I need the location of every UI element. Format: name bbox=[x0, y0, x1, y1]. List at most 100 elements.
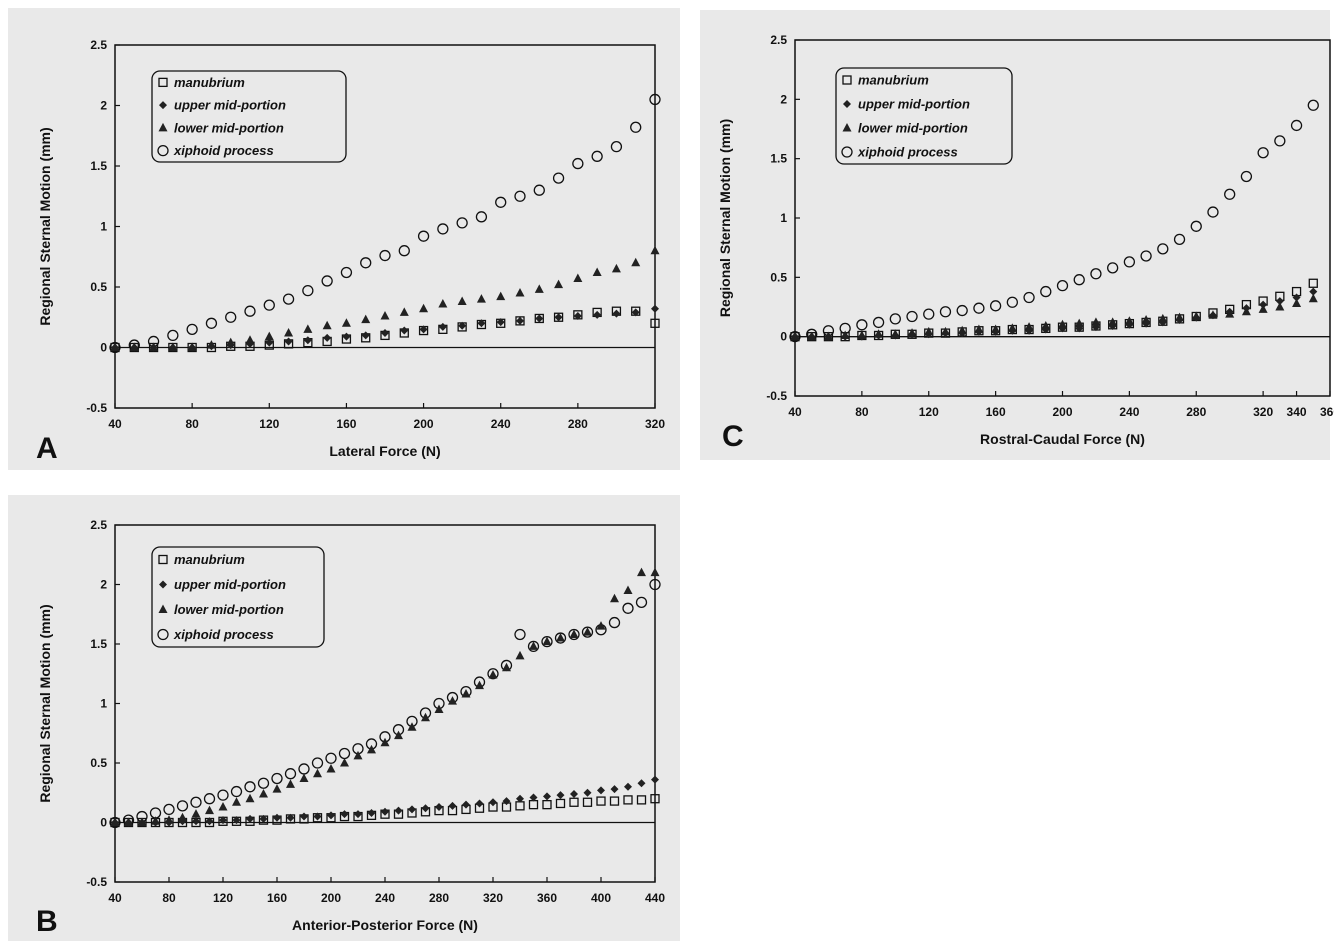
chart-c-point-upper-mid-portion bbox=[1275, 297, 1284, 306]
chart-b-point-upper-mid-portion bbox=[151, 818, 160, 827]
chart-b: -0.5 0 0.5 1 1.5 2 2.5 40 80 120 160 200 240 280 320 36… bbox=[37, 518, 665, 933]
chart-c-point-manubrium bbox=[1308, 278, 1318, 288]
chart-b-point-upper-mid-portion bbox=[192, 817, 200, 826]
chart-a: -0.5 0 0.5 1 1.5 2 2.5 40 80 120 160 200 240 280 320 La… bbox=[37, 38, 665, 459]
chart-c-point-xiphoid-process bbox=[1073, 274, 1085, 286]
chart-a-point-xiphoid-process bbox=[302, 284, 314, 297]
chart-a-ytick-label: 2.5 bbox=[90, 38, 107, 52]
chart-a-point-upper-mid-portion bbox=[400, 326, 409, 335]
chart-b-point-upper-mid-portion bbox=[421, 804, 430, 813]
chart-b-point-upper-mid-portion bbox=[408, 805, 416, 814]
chart-b-point-upper-mid-portion bbox=[381, 807, 389, 816]
chart-a-point-xiphoid-process bbox=[398, 245, 410, 257]
chart-b-point-upper-mid-portion bbox=[165, 818, 173, 827]
chart-c-series-xiphoid-process bbox=[789, 99, 1319, 343]
chart-c-ytick-label: 0.5 bbox=[770, 270, 787, 284]
chart-b-point-lower-mid-portion bbox=[637, 567, 646, 577]
chart-a-point-lower-mid-portion bbox=[592, 267, 602, 276]
chart-a-point-lower-mid-portion bbox=[284, 327, 294, 337]
chart-b-ytick-label: -0.5 bbox=[86, 875, 107, 889]
chart-b-point-upper-mid-portion bbox=[340, 810, 349, 819]
chart-b-legend-label-lower-mid-portion: lower mid-portion bbox=[174, 602, 284, 617]
chart-c-point-upper-mid-portion bbox=[924, 330, 933, 339]
chart-c-ytick-label: 0 bbox=[780, 330, 787, 344]
chart-b-point-upper-mid-portion bbox=[583, 788, 592, 797]
chart-a-point-lower-mid-portion bbox=[380, 311, 390, 320]
chart-a-point-xiphoid-process bbox=[282, 293, 295, 305]
chart-a-point-lower-mid-portion bbox=[303, 324, 313, 333]
chart-b-legend-marker-lower-mid-portion bbox=[158, 604, 168, 613]
chart-b-point-upper-mid-portion bbox=[570, 789, 578, 798]
chart-b-xtick-label: 80 bbox=[162, 891, 176, 905]
chart-b-point-manubrium bbox=[636, 795, 647, 805]
chart-a-point-xiphoid-process bbox=[456, 217, 468, 229]
chart-b-y-axis-label: Regional Sternal Motion (mm) bbox=[37, 604, 53, 802]
chart-c-xtick-label: 160 bbox=[986, 405, 1006, 419]
chart-b-ytick-label: 2.5 bbox=[90, 518, 107, 532]
chart-a-point-lower-mid-portion bbox=[534, 284, 544, 293]
chart-b-point-xiphoid-process bbox=[649, 578, 661, 591]
chart-b-point-lower-mid-portion bbox=[326, 763, 336, 773]
chart-a-legend: manubrium upper mid-portion lower mid-port… bbox=[151, 70, 347, 163]
chart-a-point-lower-mid-portion bbox=[554, 279, 564, 289]
chart-b-point-upper-mid-portion bbox=[624, 782, 632, 791]
chart-b-point-upper-mid-portion bbox=[556, 791, 565, 800]
chart-c-point-lower-mid-portion bbox=[1024, 322, 1034, 331]
chart-a-point-xiphoid-process bbox=[649, 93, 661, 106]
chart-b-point-xiphoid-process bbox=[217, 789, 229, 801]
chart-b-point-lower-mid-portion bbox=[650, 567, 660, 577]
chart-a-point-lower-mid-portion bbox=[573, 273, 583, 283]
chart-b-point-lower-mid-portion bbox=[502, 662, 511, 672]
chart-a-ytick-label: 1.5 bbox=[90, 159, 107, 173]
chart-c-legend-marker-manubrium bbox=[842, 75, 852, 85]
chart-b-point-upper-mid-portion bbox=[124, 818, 133, 827]
chart-b-point-xiphoid-process bbox=[257, 777, 270, 789]
panel-letter-a: A bbox=[36, 432, 58, 465]
chart-c-point-lower-mid-portion bbox=[1074, 318, 1084, 328]
chart-a-ytick-label: 0.5 bbox=[90, 280, 107, 294]
chart-c-point-xiphoid-process bbox=[1274, 135, 1286, 147]
chart-b-point-lower-mid-portion bbox=[461, 688, 471, 698]
chart-a-point-upper-mid-portion bbox=[438, 322, 447, 331]
chart-b-point-upper-mid-portion bbox=[529, 793, 538, 802]
chart-c-legend-label-lower-mid-portion: lower mid-portion bbox=[858, 121, 968, 136]
chart-b-point-upper-mid-portion bbox=[300, 812, 308, 821]
chart-c-point-xiphoid-process bbox=[956, 304, 968, 317]
chart-c-xtick-label: 200 bbox=[1052, 405, 1072, 419]
chart-b-point-lower-mid-portion bbox=[286, 779, 295, 788]
chart-c-point-upper-mid-portion bbox=[991, 327, 1000, 336]
chart-b-point-upper-mid-portion bbox=[543, 792, 551, 801]
chart-b-point-lower-mid-portion bbox=[259, 788, 268, 798]
chart-b-series-upper-mid-portion bbox=[111, 775, 659, 827]
chart-b-point-xiphoid-process bbox=[176, 800, 189, 812]
chart-a-point-upper-mid-portion bbox=[323, 333, 332, 342]
chart-b-point-manubrium bbox=[528, 800, 539, 810]
chart-a-legend-marker-lower-mid-portion bbox=[158, 122, 168, 132]
chart-b-point-upper-mid-portion bbox=[597, 786, 605, 795]
chart-c-point-upper-mid-portion bbox=[1108, 321, 1117, 330]
chart-c-point-xiphoid-process bbox=[1257, 147, 1269, 159]
chart-c-point-upper-mid-portion bbox=[1008, 326, 1017, 335]
chart-a-point-upper-mid-portion bbox=[651, 304, 659, 313]
chart-c-point-xiphoid-process bbox=[1190, 220, 1202, 232]
chart-c-point-upper-mid-portion bbox=[807, 332, 816, 341]
chart-c-point-xiphoid-process bbox=[923, 308, 935, 320]
chart-b-point-lower-mid-portion bbox=[394, 730, 403, 740]
chart-a-point-lower-mid-portion bbox=[399, 307, 409, 316]
chart-c-point-xiphoid-process bbox=[856, 319, 868, 331]
chart-b-point-xiphoid-process bbox=[608, 616, 621, 629]
panel-b-background bbox=[8, 495, 680, 941]
chart-a-point-xiphoid-process bbox=[167, 329, 179, 342]
chart-a-point-xiphoid-process bbox=[340, 266, 353, 279]
chart-a-point-xiphoid-process bbox=[225, 311, 237, 323]
chart-c-point-xiphoid-process bbox=[1023, 291, 1035, 304]
chart-a-point-lower-mid-portion bbox=[457, 296, 467, 306]
chart-c-legend-label-upper-mid-portion: upper mid-portion bbox=[858, 97, 970, 112]
chart-b-point-manubrium bbox=[542, 800, 552, 810]
chart-b-xtick-label: 280 bbox=[429, 891, 449, 905]
chart-b-point-xiphoid-process bbox=[190, 796, 202, 808]
chart-c-point-upper-mid-portion bbox=[1075, 324, 1084, 333]
chart-b-point-lower-mid-portion bbox=[353, 750, 363, 760]
chart-b-point-upper-mid-portion bbox=[462, 800, 470, 809]
chart-a-ytick-label: 2 bbox=[100, 99, 107, 113]
